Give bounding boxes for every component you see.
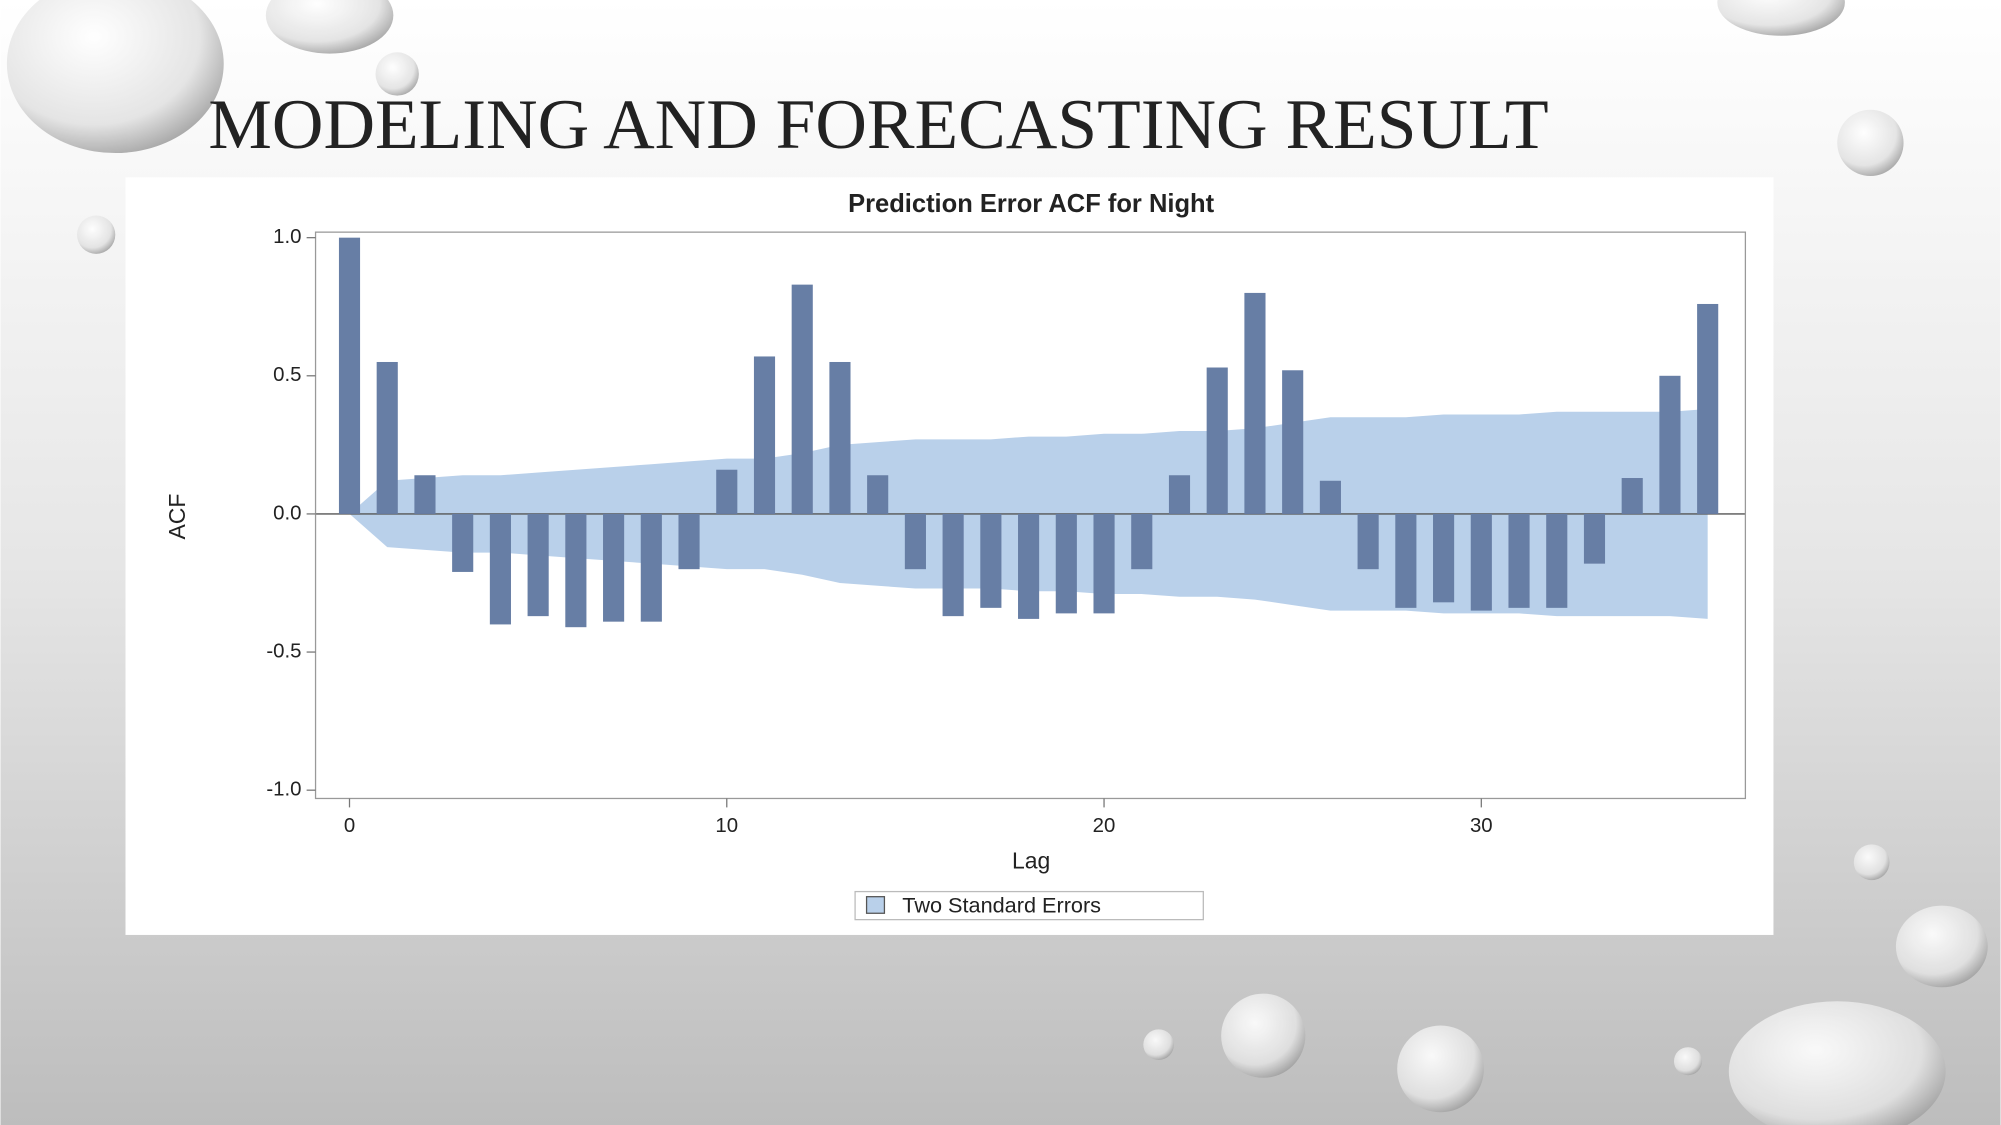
chart-title: Prediction Error ACF for Night	[848, 190, 1214, 218]
plot: -1.0 -0.5 0.0 0.5 1.0 0 10 20 30 Two Standard Err…	[266, 226, 1747, 921]
bar	[1018, 513, 1040, 619]
y-tick-label: -0.5	[266, 640, 301, 662]
slide-title: MODELING AND FORECASTING RESULT	[208, 85, 1548, 164]
bar	[1697, 303, 1719, 514]
plot-frame	[314, 231, 1747, 800]
bar	[640, 513, 662, 622]
bar	[452, 513, 474, 572]
bar	[1395, 513, 1417, 608]
x-tick-label: 20	[1093, 815, 1116, 837]
bar	[1131, 513, 1153, 570]
bar	[1470, 513, 1492, 611]
y-axis-label: ACF	[164, 494, 190, 540]
bar	[904, 513, 926, 570]
bar	[1621, 478, 1643, 514]
bar	[1093, 513, 1115, 614]
legend-label: Two Standard Errors	[902, 893, 1101, 918]
bar	[338, 237, 361, 514]
bar	[1357, 513, 1379, 570]
bar	[1244, 292, 1266, 514]
bar	[1282, 370, 1304, 514]
bar	[753, 356, 776, 514]
bar	[1168, 475, 1191, 514]
droplets	[6, 0, 1988, 1125]
bar	[376, 361, 398, 514]
legend-box	[854, 890, 1204, 921]
y-tick-label: -1.0	[266, 779, 301, 801]
bar	[565, 513, 587, 628]
bar	[414, 475, 436, 514]
bar	[1546, 513, 1568, 608]
x-tick-label: 10	[715, 815, 738, 837]
bar	[1433, 513, 1455, 603]
bar	[1659, 375, 1681, 514]
legend-swatch	[865, 896, 886, 914]
bar	[678, 513, 700, 570]
y-tick-label: 0.5	[273, 364, 301, 386]
bar	[527, 513, 549, 617]
bar	[980, 513, 1002, 608]
bar	[791, 284, 813, 514]
x-axis-label: Lag	[1012, 847, 1050, 873]
bar	[942, 513, 964, 617]
bar	[867, 475, 889, 514]
bar	[1055, 513, 1077, 614]
x-tick-label: 30	[1470, 815, 1493, 837]
bar	[1583, 513, 1606, 564]
y-tick-label: 1.0	[273, 226, 301, 248]
bar	[1319, 480, 1341, 514]
x-tick-label: 0	[344, 815, 355, 837]
bar	[1508, 513, 1530, 608]
bar	[603, 513, 625, 622]
bar	[829, 361, 851, 514]
bar	[489, 513, 511, 625]
bar	[1206, 367, 1228, 514]
y-tick-label: 0.0	[273, 502, 301, 524]
bar	[716, 469, 738, 514]
